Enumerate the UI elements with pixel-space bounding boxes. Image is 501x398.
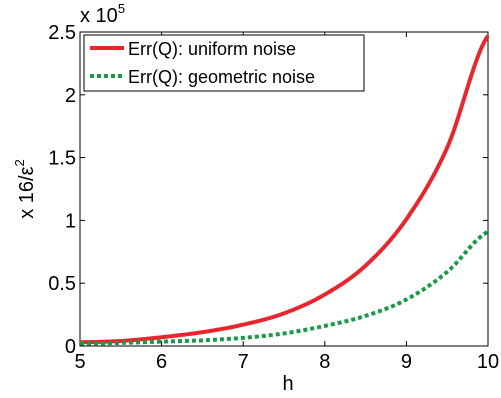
x-tick-label: 6 bbox=[156, 351, 167, 373]
axis-ticks: 5 6 7 8 9 10 0 0.5 1 1.5 2 2.5 bbox=[48, 22, 499, 373]
legend-label-uniform-noise: Err(Q): uniform noise bbox=[128, 39, 296, 59]
y-tick-label: 0.5 bbox=[48, 273, 76, 295]
plot-area-frame bbox=[79, 31, 489, 347]
y-tick-label: 1 bbox=[65, 210, 76, 232]
x-axis-label: h bbox=[282, 373, 293, 395]
y-tick-label: 2 bbox=[65, 85, 76, 107]
y-tick-label: 0 bbox=[65, 336, 76, 358]
y-axis-label: x 16/ε2 bbox=[12, 159, 38, 219]
x-tick-label: 10 bbox=[477, 351, 499, 373]
series-line-geometric-noise bbox=[79, 229, 489, 346]
legend-box bbox=[83, 34, 365, 92]
multiplier-base: x 10 bbox=[80, 5, 118, 27]
y-tick-label: 1.5 bbox=[48, 148, 76, 170]
y-tick-label: 2.5 bbox=[48, 22, 76, 44]
series-line-uniform-noise bbox=[79, 34, 490, 345]
legend: Err(Q): uniform noise Err(Q): geometric … bbox=[83, 34, 365, 92]
legend-label-geometric-noise: Err(Q): geometric noise bbox=[128, 67, 315, 87]
y-axis-multiplier: x 105 bbox=[80, 1, 125, 27]
x-tick-label: 8 bbox=[319, 351, 330, 373]
multiplier-exponent: 5 bbox=[118, 1, 125, 16]
y-axis-label-superscript: 2 bbox=[12, 159, 27, 166]
x-tick-label: 5 bbox=[74, 351, 85, 373]
y-axis-label-main: x 16/ε bbox=[16, 166, 38, 218]
x-tick-label: 7 bbox=[238, 351, 249, 373]
series-lines bbox=[79, 34, 490, 346]
x-tick-label: 9 bbox=[401, 351, 412, 373]
